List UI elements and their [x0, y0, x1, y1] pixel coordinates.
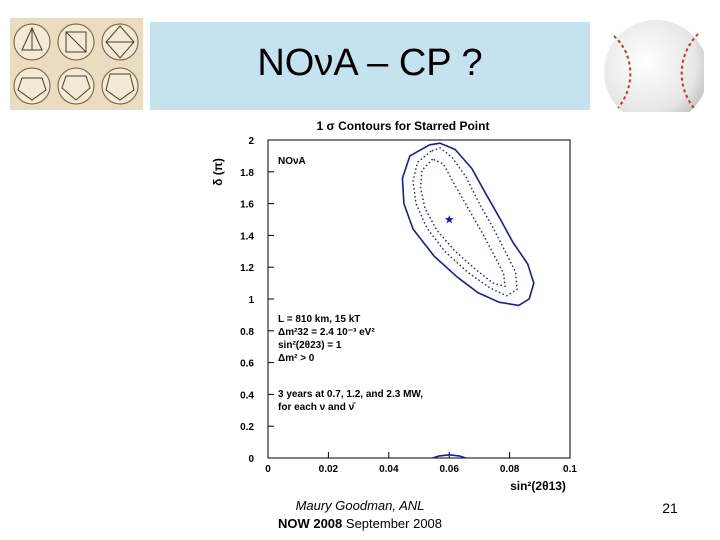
x-tick-label: 0.02	[319, 464, 339, 475]
annotation-line: 3 years at 0.7, 1.2, and 2.3 MW,	[278, 389, 423, 400]
footer-conference: NOW 2008 September 2008	[240, 516, 480, 531]
contour-series-0	[401, 142, 535, 307]
conference-name: NOW 2008	[277, 516, 343, 531]
annotation-line: Δm² > 0	[278, 353, 315, 364]
page-number: 21	[662, 500, 678, 516]
y-tick-label: 1.6	[240, 200, 254, 211]
conference-date: September 2008	[342, 516, 443, 531]
y-tick-label: 1.8	[240, 168, 254, 179]
x-tick-label: 0.06	[439, 464, 459, 475]
annotation-line: L = 810 km, 15 kT	[278, 314, 360, 325]
y-tick-label: 0.4	[240, 390, 254, 401]
y-tick-label: 1.4	[240, 231, 254, 242]
title-banner	[150, 22, 590, 110]
axis-ticks: 0 0.02 0.04 0.06 0.08 0.1 0 0.2 0.4 0.6 0.8 1 1.2 1.4…	[240, 136, 577, 475]
experiment-label: NOνA	[278, 156, 306, 167]
y-tick-label: 0.8	[240, 327, 254, 338]
y-tick-label: 1.2	[240, 263, 254, 274]
y-tick-label: 1	[248, 295, 254, 306]
annotation-block: L = 810 km, 15 kT Δm²32 = 2.4 10⁻³ eV² sin…	[278, 314, 423, 413]
y-tick-label: 2	[248, 136, 254, 147]
annotation-line: Δm²32 = 2.4 10⁻³ eV²	[278, 327, 375, 338]
y-tick-label: 0	[248, 454, 254, 465]
contour-lines	[401, 142, 535, 459]
y-axis-label: δ (π)	[211, 158, 225, 186]
plot-frame	[267, 139, 571, 459]
footer-author: Maury Goodman, ANL	[295, 498, 425, 513]
contour-series-3	[432, 453, 467, 459]
x-tick-label: 0.04	[379, 464, 399, 475]
y-tick-label: 0.6	[240, 359, 254, 370]
x-tick-label: 0	[265, 464, 271, 475]
annotation-line: for each ν and ν̄	[278, 402, 356, 413]
x-axis-label: sin²(2θ13)	[510, 479, 566, 493]
chart-title: 1 σ Contours for Starred Point	[317, 119, 490, 133]
y-tick-label: 0.2	[240, 422, 254, 433]
platonic-solids-image	[10, 18, 143, 110]
starred-point: ★	[444, 213, 455, 227]
annotation-line: sin²(2θ23) = 1	[278, 340, 342, 351]
x-tick-label: 0.1	[563, 464, 577, 475]
x-tick-label: 0.08	[500, 464, 520, 475]
baseball-image	[604, 20, 704, 112]
slide-title: NOνA – CP ?	[257, 42, 483, 84]
contour-chart: 1 σ Contours for Starred Point 0 0.02 0.04…	[211, 119, 577, 493]
